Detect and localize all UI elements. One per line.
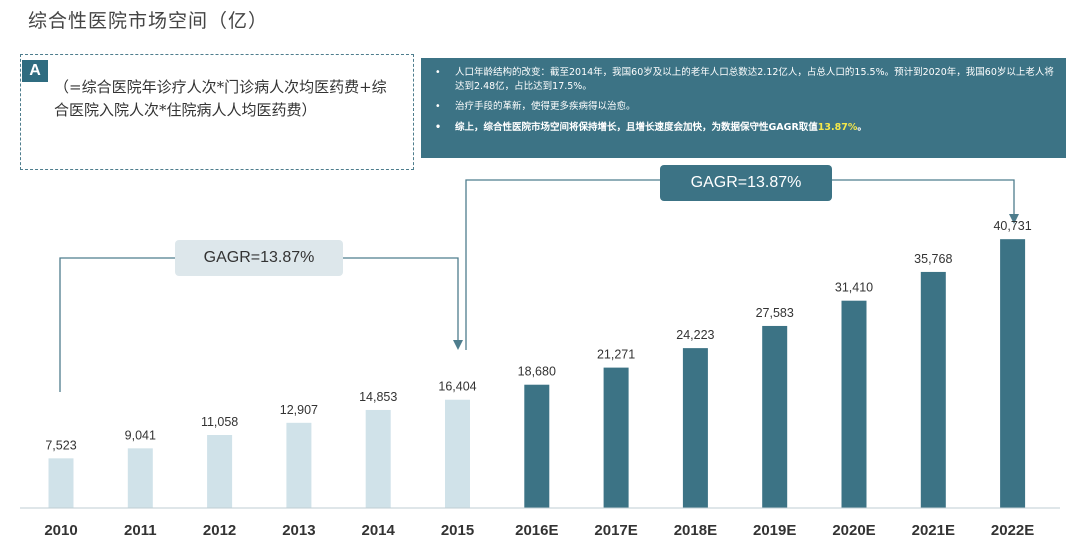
value-label: 24,223 — [676, 328, 714, 342]
bar-2011 — [127, 448, 153, 508]
value-label: 31,410 — [835, 281, 873, 295]
bar-2017E — [603, 367, 629, 508]
gagr-label-forecast: GAGR=13.87% — [660, 165, 832, 201]
note-item: 治疗手段的革新，使得更多疾病得以治愈。 — [433, 100, 1056, 114]
bar-2013 — [286, 422, 312, 508]
value-label: 21,271 — [597, 348, 635, 362]
gagr-arrow-2-right — [832, 179, 1015, 214]
gagr-arrow-1 — [59, 257, 175, 392]
note-item-conclusion: 综上，综合性医院市场空间将保持增长，且增长速度会加快，为数据保守性GAGR取值1… — [433, 121, 1056, 135]
note-item: 人口年龄结构的改变：截至2014年，我国60岁及以上的老年人口总数达2.12亿人… — [433, 66, 1056, 93]
bar-2016E — [524, 384, 550, 508]
arrowhead-icon — [1009, 214, 1019, 224]
bar-2020E — [841, 300, 867, 508]
bar-2019E — [762, 325, 788, 508]
note-text: 综上，综合性医院市场空间将保持增长，且增长速度会加快，为数据保守性GAGR取值 — [455, 121, 818, 133]
formula-box — [20, 54, 414, 170]
x-tick-label: 2016E — [515, 522, 558, 539]
badge-a: A — [22, 60, 48, 82]
note-text: 治疗手段的革新，使得更多疾病得以治愈。 — [455, 101, 636, 112]
page-title: 综合性医院市场空间（亿） — [28, 10, 269, 32]
x-tick-label: 2012 — [203, 522, 236, 539]
value-label: 18,680 — [518, 365, 556, 379]
note-text: 人口年龄结构的改变：截至2014年，我国60岁及以上的老年人口总数达2.12亿人… — [455, 67, 1054, 92]
bar-2012 — [207, 435, 233, 508]
value-label: 12,907 — [280, 403, 318, 417]
x-tick-label: 2010 — [44, 522, 77, 539]
value-label: 11,058 — [201, 415, 238, 429]
arrowhead-icon — [453, 340, 463, 350]
x-tick-label: 2015 — [441, 522, 474, 539]
note-suffix: 。 — [857, 121, 867, 133]
value-label: 35,768 — [914, 252, 952, 266]
x-tick-label: 2021E — [912, 522, 955, 539]
value-label: 7,523 — [45, 438, 76, 452]
bar-2021E — [920, 271, 946, 508]
x-tick-label: 2019E — [753, 522, 796, 539]
bar-2018E — [682, 348, 708, 508]
gagr-arrow-1-right — [343, 257, 459, 340]
x-tick-label: 2013 — [282, 522, 315, 539]
gagr-label-historical: GAGR=13.87% — [175, 240, 343, 276]
gagr-highlight: 13.87% — [817, 121, 858, 133]
gagr-arrows — [59, 179, 1019, 392]
value-label: 40,731 — [993, 219, 1031, 233]
x-tick-label: 2011 — [124, 522, 157, 539]
x-tick-label: 2014 — [362, 522, 396, 539]
value-label: 16,404 — [438, 380, 476, 394]
bars: 7,523 2010 9,041 2011 11,058 2012 12,907 2013 14… — [20, 219, 1060, 539]
bar-2010 — [48, 458, 74, 508]
x-tick-label: 2017E — [594, 522, 637, 539]
value-label: 14,853 — [359, 390, 397, 404]
formula-text: （=综合医院年诊疗人次*门诊病人次均医药费+综合医院入院人次*住院病人人均医药费… — [54, 78, 387, 119]
gagr-arrow-2 — [465, 179, 660, 350]
value-label: 9,041 — [125, 428, 156, 442]
x-tick-label: 2020E — [832, 522, 875, 539]
x-tick-label: 2018E — [674, 522, 717, 539]
notes-panel: 人口年龄结构的改变：截至2014年，我国60岁及以上的老年人口总数达2.12亿人… — [421, 58, 1066, 158]
bar-2022E — [1000, 239, 1026, 508]
value-label: 27,583 — [756, 306, 794, 320]
x-tick-label: 2022E — [991, 522, 1034, 539]
bar-2015 — [445, 399, 470, 508]
bar-2014 — [365, 409, 391, 508]
